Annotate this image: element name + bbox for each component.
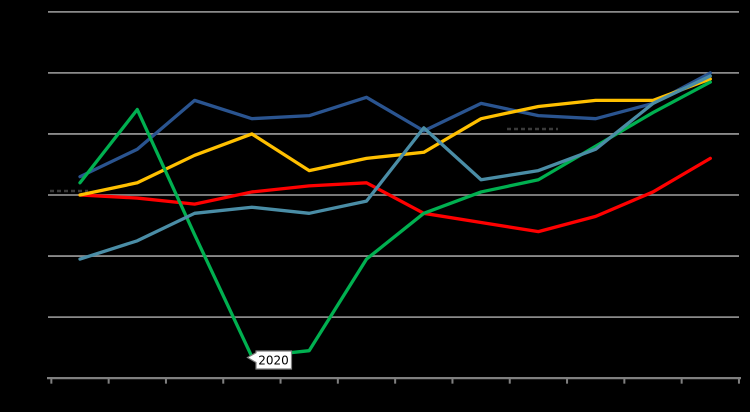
gridlines	[48, 10, 739, 319]
series-line-green	[78, 80, 712, 359]
series-line-teal	[78, 74, 712, 261]
callout-box	[246, 350, 293, 370]
x-axis	[47, 377, 741, 384]
annotation-callout: 2020	[246, 350, 293, 370]
illegible-text-artifacts	[50, 127, 558, 193]
annotation-text: 2020	[258, 354, 289, 368]
series-line-dark-blue	[78, 71, 712, 179]
series-line-gold	[78, 77, 712, 197]
series-lines	[78, 71, 712, 359]
series-line-red	[78, 156, 712, 234]
